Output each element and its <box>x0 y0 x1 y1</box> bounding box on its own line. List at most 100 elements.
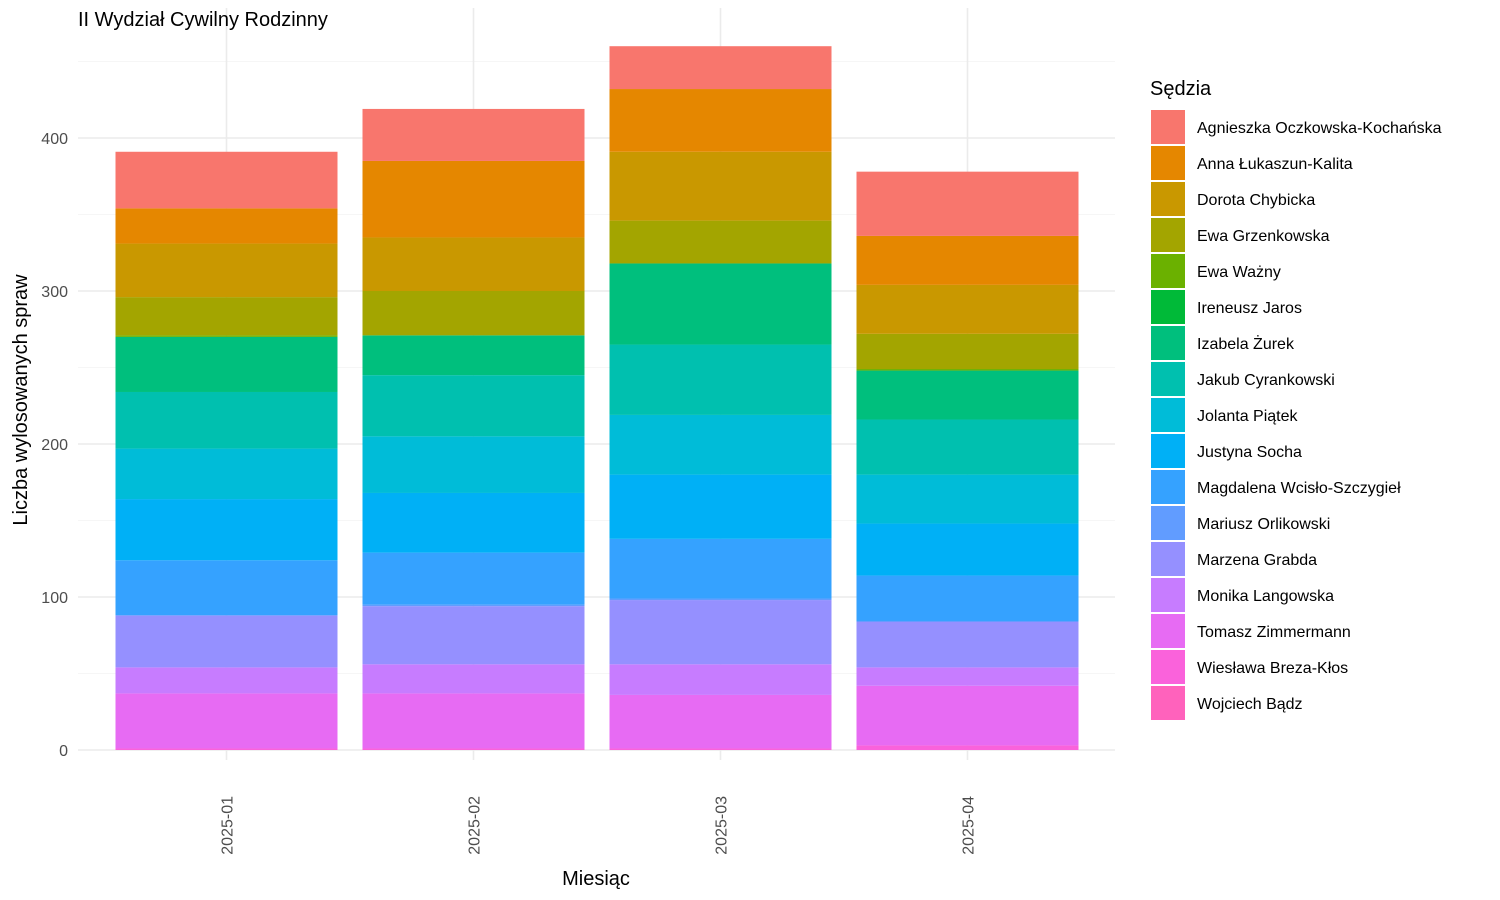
legend-key <box>1151 254 1185 288</box>
bar-segment <box>856 235 1079 285</box>
bar-segment <box>856 667 1079 686</box>
bar-segment <box>609 474 832 539</box>
bar-segment <box>115 151 338 209</box>
bar-segment <box>362 552 585 605</box>
legend-key <box>1151 290 1185 324</box>
bar-segment <box>362 108 585 161</box>
bar-segment <box>609 344 832 415</box>
bar-segment <box>856 575 1079 622</box>
bar-segment <box>609 151 832 221</box>
bar-segment <box>115 336 338 392</box>
legend-key <box>1151 614 1185 648</box>
legend-key <box>1151 470 1185 504</box>
bar-segment <box>609 263 832 345</box>
bar-segment <box>609 694 832 749</box>
bar-segment <box>609 538 832 599</box>
bar-segment <box>115 693 338 749</box>
legend-key <box>1151 686 1185 720</box>
bar-segment <box>856 370 1079 420</box>
legend-key <box>1151 578 1185 612</box>
y-tick-label: 0 <box>59 743 68 760</box>
legend-key <box>1151 398 1185 432</box>
bar-segment <box>362 291 585 336</box>
chart-title: II Wydział Cywilny Rodzinny <box>78 9 328 31</box>
bar-segment <box>115 335 338 337</box>
bar-segment <box>609 46 832 90</box>
legend-label: Jakub Cyrankowski <box>1197 372 1335 389</box>
bar-segment <box>856 621 1079 668</box>
legend-label: Ewa Ważny <box>1197 264 1281 281</box>
bars-layer <box>115 46 1079 750</box>
bar-segment <box>856 685 1079 746</box>
bar-segment <box>609 598 832 601</box>
bar-segment <box>362 748 585 750</box>
legend-label: Tomasz Zimmermann <box>1197 624 1351 641</box>
bar-segment <box>362 375 585 437</box>
y-tick-label: 200 <box>41 437 68 454</box>
bar-segment <box>362 160 585 238</box>
bar-segment <box>115 391 338 449</box>
legend-label: Agnieszka Oczkowska-Kochańska <box>1197 120 1442 137</box>
legend-label: Justyna Socha <box>1197 444 1302 461</box>
legend-label: Wojciech Bądz <box>1197 696 1303 713</box>
x-axis-title: Miesiąc <box>562 868 630 890</box>
bar-segment <box>856 369 1079 371</box>
legend-title: Sędzia <box>1150 78 1212 100</box>
bar-segment <box>856 333 1079 370</box>
x-tick-label: 2025-03 <box>714 796 731 855</box>
bar-segment <box>362 604 585 607</box>
x-tick-label: 2025-01 <box>220 796 237 855</box>
legend-key <box>1151 542 1185 576</box>
bar-segment <box>115 560 338 616</box>
y-tick-label: 400 <box>41 131 68 148</box>
bar-segment <box>856 523 1079 576</box>
legend-key <box>1151 110 1185 144</box>
bar-segment <box>115 208 338 244</box>
legend-label: Dorota Chybicka <box>1197 192 1315 209</box>
bar-segment <box>115 667 338 694</box>
x-tick-label: 2025-04 <box>961 796 978 855</box>
bar-segment <box>856 474 1079 524</box>
bar-segment <box>856 284 1079 334</box>
bar-segment <box>115 499 338 561</box>
y-tick-label: 300 <box>41 284 68 301</box>
bar-segment <box>609 220 832 264</box>
legend-label: Marzena Grabda <box>1197 552 1317 569</box>
legend: Sędzia Agnieszka Oczkowska-Kochańska Anna… <box>1150 78 1442 720</box>
legend-label: Magdalena Wcisło-Szczygieł <box>1197 480 1401 497</box>
legend-key <box>1151 218 1185 252</box>
legend-key <box>1151 182 1185 216</box>
bar-segment <box>115 615 338 668</box>
bar-segment <box>609 664 832 695</box>
bar-segment <box>856 745 1079 750</box>
x-tick-label: 2025-02 <box>467 796 484 855</box>
bar-segment <box>362 606 585 665</box>
bar-segment <box>115 243 338 298</box>
bar-segment <box>609 748 832 750</box>
legend-key <box>1151 650 1185 684</box>
y-tick-label: 100 <box>41 590 68 607</box>
legend-key <box>1151 146 1185 180</box>
y-axis-title: Liczba wylosowanych spraw <box>10 274 32 526</box>
bar-segment <box>115 748 338 750</box>
legend-label: Jolanta Piątek <box>1197 408 1299 425</box>
bar-segment <box>609 89 832 152</box>
axis-layer: 0 100 200 300 400 2025-01 2025-02 2025-03 2025-0… <box>41 131 977 855</box>
bar-segment <box>609 414 832 475</box>
bar-segment <box>115 448 338 500</box>
legend-key <box>1151 362 1185 396</box>
bar-segment <box>115 297 338 336</box>
bar-segment <box>362 436 585 493</box>
bar-segment <box>362 335 585 376</box>
legend-key <box>1151 434 1185 468</box>
legend-key <box>1151 326 1185 360</box>
legend-label: Ireneusz Jaros <box>1197 300 1302 317</box>
bar-segment <box>856 419 1079 475</box>
legend-label: Mariusz Orlikowski <box>1197 516 1330 533</box>
bar-segment <box>609 600 832 665</box>
legend-label: Ewa Grzenkowska <box>1197 228 1330 245</box>
bar-segment <box>362 492 585 553</box>
bar-segment <box>362 693 585 749</box>
